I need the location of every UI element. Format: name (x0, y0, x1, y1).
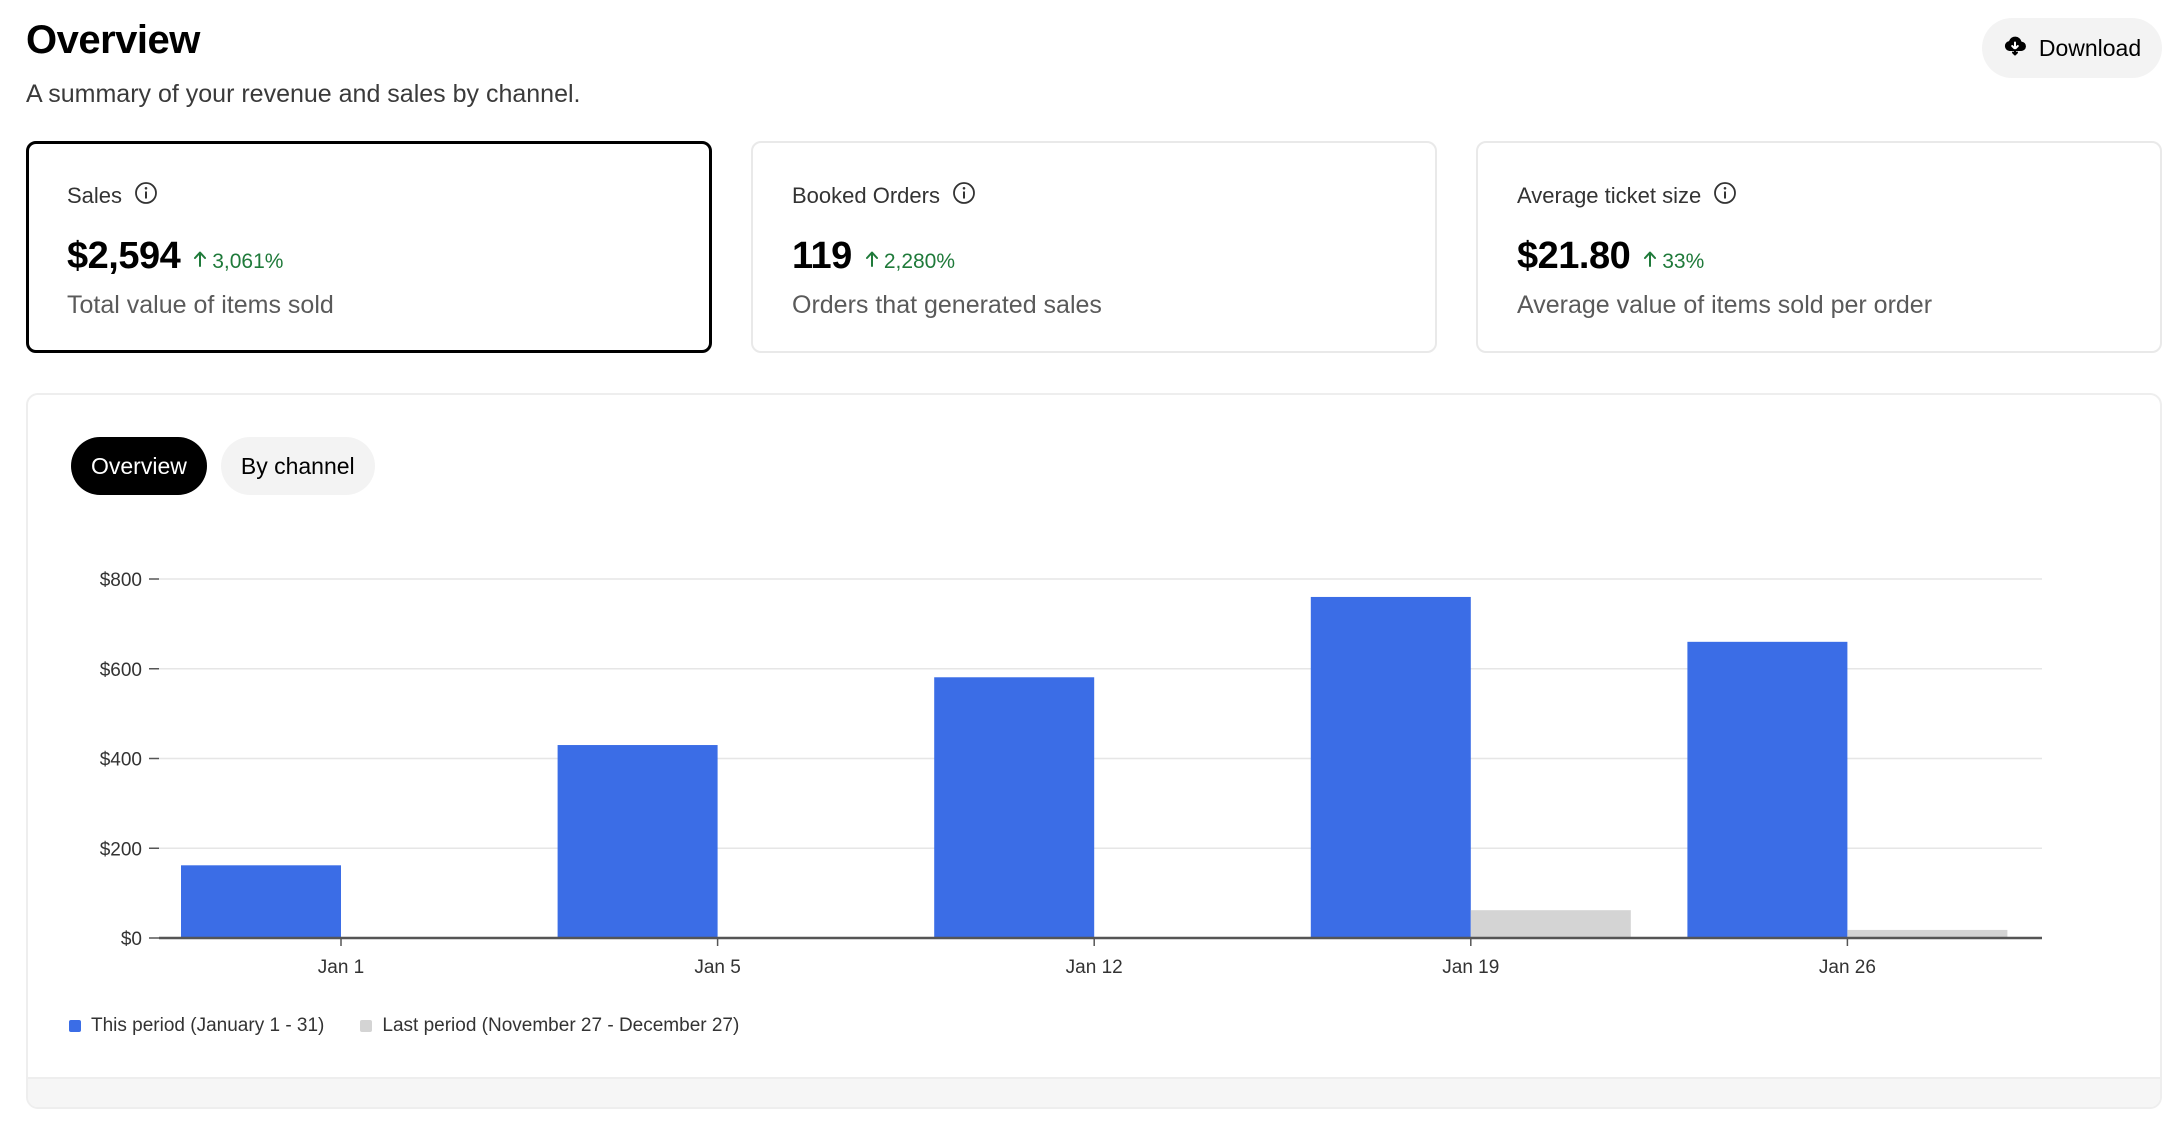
booked-orders-card[interactable]: Booked Orders 119 2,280% Orders that gen… (751, 141, 1437, 353)
change-value: 2,280% (883, 250, 956, 273)
card-description: Orders that generated sales (792, 291, 1102, 319)
sales-card[interactable]: Sales $2,594 3,061% Total value of items… (26, 141, 712, 353)
average-ticket-card-header: Average ticket size (1517, 181, 1737, 211)
card-label: Average ticket size (1517, 183, 1702, 208)
bar-this-period[interactable] (934, 677, 1095, 938)
bar-this-period[interactable] (557, 745, 718, 938)
bar-this-period[interactable] (1687, 641, 1848, 938)
page-subtitle: A summary of your revenue and sales by c… (26, 80, 581, 108)
bar-last-period[interactable] (1470, 910, 1631, 938)
info-icon[interactable] (952, 181, 976, 211)
sales-card-header: Sales (67, 181, 158, 211)
card-label: Sales (67, 183, 123, 208)
arrow-up-icon (1642, 250, 1658, 274)
chart-panel: Overview By channel $0 $200 $400 $600 $800 Ja… (26, 393, 2162, 1109)
y-tick-label: $600 (100, 660, 142, 681)
average-ticket-value-row: $21.80 33% (1517, 235, 1704, 278)
y-tick-label: $200 (100, 839, 142, 860)
y-tick-label: $800 (100, 570, 142, 591)
legend-item-this-period[interactable]: This period (January 1 - 31) (69, 1015, 324, 1037)
x-tick-label: Jan 5 (694, 957, 740, 978)
panel-footer (28, 1077, 2160, 1107)
change-indicator: 2,280% (864, 250, 955, 274)
y-tick-label: $400 (100, 750, 142, 771)
bar-this-period[interactable] (1310, 596, 1471, 938)
info-icon[interactable] (1713, 181, 1737, 211)
change-value: 3,061% (212, 250, 284, 273)
x-tick-label: Jan 26 (1819, 957, 1876, 978)
bar-this-period[interactable] (181, 865, 341, 938)
x-tick-label: Jan 1 (318, 957, 364, 978)
legend-label: This period (January 1 - 31) (91, 1015, 325, 1036)
card-value: 119 (792, 235, 852, 277)
bar-last-period[interactable] (1847, 929, 2008, 938)
legend-swatch-last-period (360, 1020, 373, 1032)
download-button-label: Download (2038, 34, 2142, 61)
chart-tabs: Overview By channel (71, 437, 375, 495)
arrow-up-icon (192, 250, 208, 274)
card-label: Booked Orders (792, 183, 940, 208)
average-ticket-card[interactable]: Average ticket size $21.80 33% Average v… (1476, 141, 2162, 353)
card-value: $2,594 (67, 235, 181, 277)
x-tick-label: Jan 19 (1442, 957, 1499, 978)
sales-bar-chart: $0 $200 $400 $600 $800 Jan 1 Jan 5 Jan 12 Jan 19… (100, 570, 2042, 978)
legend-swatch-this-period (69, 1020, 81, 1032)
chart-legend: This period (January 1 - 31) Last period… (69, 1015, 739, 1037)
change-indicator: 33% (1642, 250, 1704, 274)
legend-item-last-period[interactable]: Last period (November 27 - December 27) (360, 1015, 739, 1037)
cloud-download-icon (2003, 33, 2027, 63)
sales-value-row: $2,594 3,061% (67, 235, 283, 278)
info-icon[interactable] (134, 181, 158, 211)
booked-orders-value-row: 119 2,280% (792, 235, 955, 278)
card-value: $21.80 (1517, 235, 1631, 277)
change-value: 33% (1662, 250, 1705, 273)
change-indicator: 3,061% (192, 250, 283, 274)
tab-overview[interactable]: Overview (71, 437, 207, 495)
booked-orders-card-header: Booked Orders (792, 181, 976, 211)
y-tick-label: $0 (121, 929, 142, 950)
tab-by-channel[interactable]: By channel (220, 437, 375, 495)
download-button[interactable]: Download (1982, 18, 2162, 78)
arrow-up-icon (864, 250, 880, 274)
card-description: Total value of items sold (67, 291, 334, 319)
x-tick-label: Jan 12 (1066, 957, 1123, 978)
page-title: Overview (26, 18, 200, 62)
card-description: Average value of items sold per order (1517, 291, 1933, 319)
legend-label: Last period (November 27 - December 27) (382, 1015, 740, 1036)
